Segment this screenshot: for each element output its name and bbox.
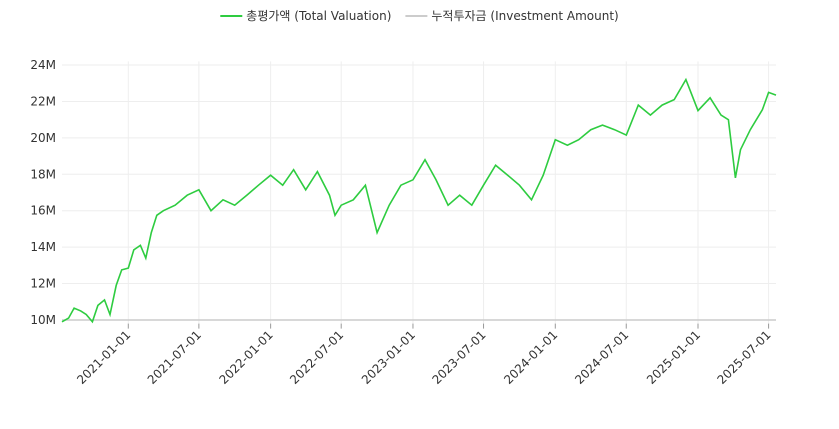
series-line	[61, 77, 777, 324]
x-tick-label: 2022-01-01	[217, 328, 276, 387]
x-tick-label: 2025-01-01	[644, 328, 703, 387]
y-tick-label: 10M	[30, 313, 56, 327]
y-tick-label: 24M	[30, 58, 56, 72]
y-tick-label: 20M	[30, 131, 56, 145]
y-tick-label: 18M	[30, 167, 56, 181]
x-tick-label: 2021-01-01	[74, 328, 133, 387]
y-tick-label: 22M	[30, 94, 56, 108]
x-tick-label: 2023-01-01	[359, 328, 418, 387]
x-tick-label: 2022-07-01	[287, 328, 346, 387]
x-tick-label: 2024-07-01	[572, 328, 631, 387]
legend: 총평가액 (Total Valuation) 누적투자금 (Investment …	[220, 9, 619, 23]
x-tick-label: 2025-07-01	[714, 328, 773, 387]
legend-label: 누적투자금 (Investment Amount)	[431, 9, 618, 23]
y-tick-label: 14M	[30, 240, 56, 254]
legend-label: 총평가액 (Total Valuation)	[246, 9, 391, 23]
y-tick-label: 12M	[30, 277, 56, 291]
x-tick-label: 2021-07-01	[145, 328, 204, 387]
x-tick-label: 2023-07-01	[429, 328, 488, 387]
y-tick-label: 16M	[30, 204, 56, 218]
x-tick-label: 2024-01-01	[501, 328, 560, 387]
